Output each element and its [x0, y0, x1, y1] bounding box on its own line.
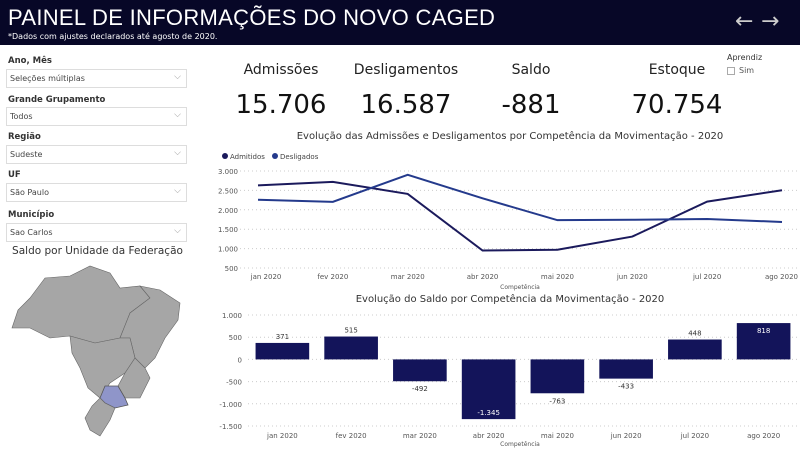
- data-label: -763: [549, 397, 565, 405]
- x-tick-label: jan 2020: [266, 432, 298, 440]
- legend-marker: [272, 153, 278, 159]
- page-title: PAINEL DE INFORMAÇÕES DO NOVO CAGED: [8, 5, 496, 30]
- data-label: 371: [276, 333, 289, 341]
- x-tick-label: jul 2020: [680, 432, 709, 440]
- series-line-admitidos: [257, 180, 783, 252]
- filter-label-uf: UF: [8, 170, 21, 180]
- data-label: -1.345: [477, 409, 500, 417]
- filter-uf-dropdown[interactable]: São Paulo ⌵: [6, 183, 187, 202]
- filter-ano-mes-dropdown[interactable]: Seleções múltiplas ⌵: [6, 69, 187, 88]
- filter-municipio-dropdown[interactable]: Sao Carlos ⌵: [6, 223, 187, 242]
- aprendiz-label: Aprendiz: [727, 53, 763, 62]
- bar-mar-2020: [393, 359, 447, 382]
- legend-marker: [222, 153, 228, 159]
- filter-regiao-dropdown[interactable]: Sudeste ⌵: [6, 145, 187, 164]
- y-tick-label: 2.500: [218, 187, 238, 195]
- kpi-estoque-value: 70.754: [631, 90, 723, 120]
- legend-label: Desligados: [280, 153, 319, 161]
- kpi-admissoes-value: 15.706: [235, 90, 327, 120]
- x-tick-label: fev 2020: [317, 273, 348, 281]
- filter-value: Sudeste: [10, 150, 43, 159]
- filter-label-regiao: Região: [8, 132, 41, 142]
- line-chart-title: Evolução das Admissões e Desligamentos p…: [296, 131, 724, 142]
- map-region-south[interactable]: [84, 397, 116, 437]
- arrow-right-icon[interactable]: →: [761, 9, 780, 34]
- x-tick-label: ago 2020: [765, 273, 798, 281]
- line-chart: 3.000 2.500 2.000 1.500 1.000 500 jan 2020 fev …: [218, 153, 798, 291]
- chevron-down-icon: ⌵: [174, 148, 181, 158]
- aprendiz-option: Sim: [739, 66, 755, 75]
- x-tick-label: ago 2020: [747, 432, 780, 440]
- map-region-center-west[interactable]: [69, 335, 136, 399]
- chevron-down-icon: ⌵: [174, 110, 181, 120]
- filter-value: Todos: [10, 112, 33, 121]
- data-label: 818: [757, 327, 770, 335]
- bar-jan-2020: [255, 342, 310, 360]
- page-subtitle: *Dados com ajustes declarados até agosto…: [8, 32, 218, 41]
- x-tick-label: mar 2020: [391, 273, 425, 281]
- bar-jun-2020: [599, 359, 653, 379]
- checkbox-icon: [727, 66, 735, 75]
- map-title: Saldo por Unidade da Federação: [12, 245, 183, 257]
- x-axis-title: Competência: [500, 284, 540, 291]
- kpi-desligamentos-value: 16.587: [360, 90, 452, 120]
- x-tick-label: abr 2020: [467, 273, 499, 281]
- filter-value: Sao Carlos: [10, 228, 53, 237]
- y-tick-label: 2.000: [218, 207, 238, 215]
- y-tick-label: 1.000: [218, 246, 238, 254]
- x-tick-label: jul 2020: [692, 273, 721, 281]
- data-label: 448: [688, 330, 701, 338]
- legend-label: Admitidos: [230, 153, 265, 161]
- header-bar: PAINEL DE INFORMAÇÕES DO NOVO CAGED *Dad…: [0, 0, 800, 45]
- y-tick-label: 3.000: [218, 168, 238, 176]
- bar-abr-2020: [461, 359, 516, 420]
- y-tick-label: -500: [226, 379, 242, 387]
- map-region-southeast[interactable]: [117, 357, 151, 399]
- kpi-estoque-label: Estoque: [648, 62, 706, 78]
- aprendiz-sim-checkbox[interactable]: Sim: [727, 66, 754, 75]
- x-tick-label: mai 2020: [541, 273, 574, 281]
- x-tick-label: jun 2020: [610, 432, 642, 440]
- kpi-admissoes-label: Admissões: [243, 62, 319, 78]
- bar-fev-2020: [324, 336, 378, 360]
- bar-chart: 1.000 500 0 -500 -1.000 -1.500 371 jan 2020 515 f…: [219, 312, 798, 448]
- x-tick-label: mar 2020: [403, 432, 437, 440]
- bar-chart-title: Evolução do Saldo por Competência da Mov…: [355, 294, 665, 305]
- x-tick-label: fev 2020: [336, 432, 367, 440]
- bar-mai-2020: [530, 359, 585, 394]
- brazil-map[interactable]: [0, 258, 200, 443]
- arrow-left-icon[interactable]: ←: [735, 9, 754, 34]
- x-tick-label: jan 2020: [250, 273, 282, 281]
- kpi-saldo-value: -881: [501, 90, 561, 120]
- filter-grande-grupamento-dropdown[interactable]: Todos ⌵: [6, 107, 187, 126]
- filter-value: Seleções múltiplas: [10, 74, 85, 83]
- bar-ago-2020: [736, 323, 791, 360]
- chevron-down-icon: ⌵: [174, 226, 181, 236]
- filter-label-ano-mes: Ano, Mês: [8, 56, 52, 66]
- data-label: -492: [412, 385, 428, 393]
- chevron-down-icon: ⌵: [174, 186, 181, 196]
- y-tick-label: 500: [225, 265, 238, 273]
- y-tick-label: 500: [229, 334, 242, 342]
- data-label: 515: [344, 327, 357, 335]
- filter-label-municipio: Município: [8, 210, 55, 220]
- x-axis-title: Competência: [500, 441, 540, 448]
- kpi-saldo-label: Saldo: [511, 62, 551, 78]
- y-tick-label: 0: [238, 356, 242, 364]
- filter-value: São Paulo: [10, 188, 49, 197]
- data-label: -433: [618, 383, 634, 391]
- filter-label-grande-grupamento: Grande Grupamento: [8, 95, 106, 105]
- series-line-desligados: [257, 173, 783, 223]
- bar-jul-2020: [668, 339, 722, 360]
- x-tick-label: abr 2020: [473, 432, 505, 440]
- y-tick-label: -1.000: [219, 401, 242, 409]
- y-tick-label: 1.500: [218, 226, 238, 234]
- kpi-desligamentos-label: Desligamentos: [353, 62, 459, 78]
- y-tick-label: 1.000: [222, 312, 242, 320]
- chevron-down-icon: ⌵: [174, 72, 181, 82]
- x-tick-label: jun 2020: [616, 273, 648, 281]
- x-tick-label: mai 2020: [541, 432, 574, 440]
- y-tick-label: -1.500: [219, 423, 242, 431]
